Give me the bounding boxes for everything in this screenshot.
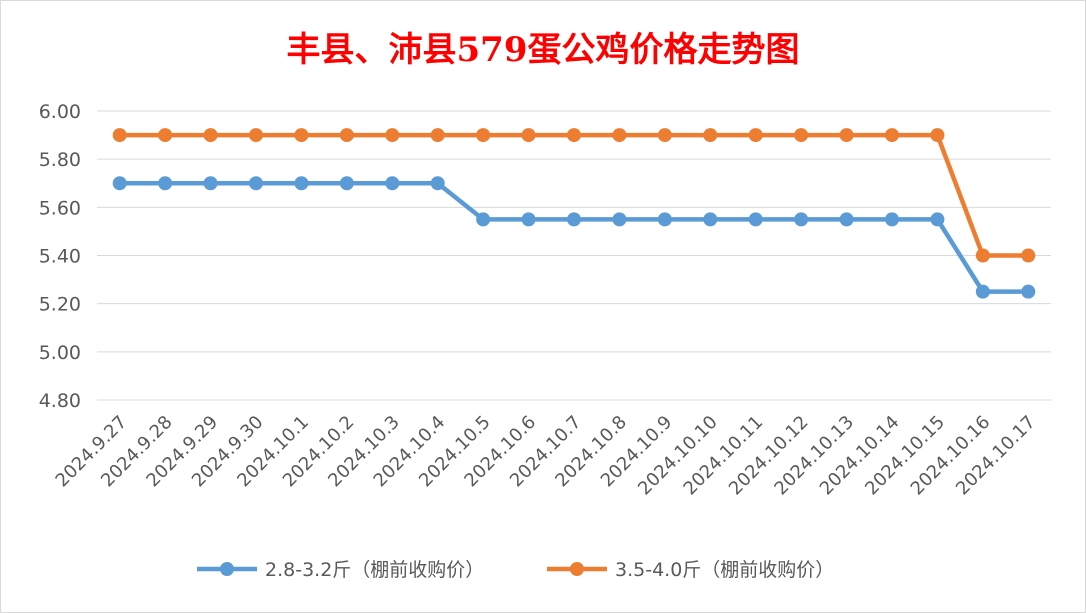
data-point[interactable] <box>476 212 491 227</box>
data-point[interactable] <box>567 212 581 227</box>
data-point[interactable] <box>703 212 718 227</box>
data-point[interactable] <box>158 176 173 191</box>
y-tick-label: 4.80 <box>39 390 81 412</box>
gridlines <box>97 110 1051 401</box>
series-line <box>117 181 1031 294</box>
data-point[interactable] <box>975 284 990 299</box>
data-point[interactable] <box>657 128 672 143</box>
data-point[interactable] <box>1021 248 1036 263</box>
data-point[interactable] <box>748 128 763 143</box>
data-point[interactable] <box>567 128 581 143</box>
data-point[interactable] <box>339 128 354 143</box>
y-axis: 4.80 5.00 5.20 5.40 5.60 5.80 6.00 <box>39 101 81 412</box>
data-point[interactable] <box>430 176 445 191</box>
data-point[interactable] <box>158 128 173 143</box>
data-point[interactable] <box>657 212 672 227</box>
y-tick-label: 5.60 <box>39 197 81 219</box>
data-point[interactable] <box>748 212 763 227</box>
data-point[interactable] <box>1021 284 1036 299</box>
y-tick-label: 5.40 <box>39 246 81 268</box>
legend-marker <box>220 562 234 576</box>
data-point[interactable] <box>521 212 536 227</box>
y-tick-label: 5.00 <box>39 342 81 364</box>
data-point[interactable] <box>885 212 899 227</box>
data-point[interactable] <box>521 128 536 143</box>
data-point[interactable] <box>203 176 218 191</box>
data-point[interactable] <box>385 176 400 191</box>
data-point[interactable] <box>930 128 945 143</box>
data-point[interactable] <box>930 212 945 227</box>
chart-title: 丰县、沛县579蛋公鸡价格走势图 <box>287 30 800 70</box>
data-point[interactable] <box>839 212 854 227</box>
y-tick-label: 5.20 <box>39 294 81 316</box>
data-point[interactable] <box>112 176 127 191</box>
data-point[interactable] <box>203 128 218 143</box>
data-point[interactable] <box>294 128 309 143</box>
data-point[interactable] <box>112 128 127 143</box>
plot-area <box>112 128 1036 299</box>
y-tick-label: 6.00 <box>39 101 81 123</box>
legend-item[interactable]: 3.5-4.0斤（棚前收购价） <box>547 559 834 581</box>
data-point[interactable] <box>703 128 718 143</box>
legend[interactable]: 2.8-3.2斤（棚前收购价） 3.5-4.0斤（棚前收购价） <box>197 559 834 581</box>
x-axis: 2024.9.272024.9.282024.9.292024.9.302024… <box>52 412 1040 500</box>
data-point[interactable] <box>476 128 491 143</box>
data-point[interactable] <box>249 128 263 143</box>
data-point[interactable] <box>839 128 854 143</box>
data-point[interactable] <box>794 212 809 227</box>
data-point[interactable] <box>249 176 263 191</box>
legend-marker <box>570 562 584 576</box>
series-2 <box>112 128 1036 263</box>
data-point[interactable] <box>975 248 990 263</box>
series-line <box>117 132 1031 258</box>
legend-label: 2.8-3.2斤（棚前收购价） <box>265 559 484 581</box>
data-point[interactable] <box>794 128 809 143</box>
y-tick-label: 5.80 <box>39 149 81 171</box>
data-point[interactable] <box>612 128 627 143</box>
data-point[interactable] <box>430 128 445 143</box>
data-point[interactable] <box>339 176 354 191</box>
data-point[interactable] <box>294 176 309 191</box>
legend-label: 3.5-4.0斤（棚前收购价） <box>615 559 834 581</box>
legend-item[interactable]: 2.8-3.2斤（棚前收购价） <box>197 559 484 581</box>
data-point[interactable] <box>385 128 400 143</box>
series-1 <box>112 176 1036 299</box>
data-point[interactable] <box>612 212 627 227</box>
data-point[interactable] <box>885 128 899 143</box>
